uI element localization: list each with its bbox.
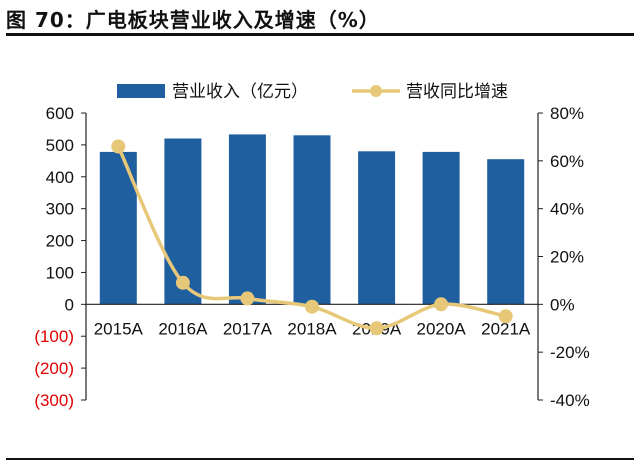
left-tick-label: 500 bbox=[46, 136, 74, 155]
right-tick-label: 60% bbox=[550, 152, 584, 171]
growth-point-2017A bbox=[240, 291, 255, 306]
x-tick-label: 2017A bbox=[223, 319, 273, 338]
right-tick-label: 80% bbox=[550, 104, 584, 123]
x-tick-label: 2021A bbox=[481, 319, 531, 338]
left-tick-label: (200) bbox=[34, 359, 74, 378]
left-tick-label: 200 bbox=[46, 232, 74, 251]
x-tick-label: 2015A bbox=[94, 319, 144, 338]
left-tick-label: (100) bbox=[34, 327, 74, 346]
legend-line-marker bbox=[370, 85, 382, 97]
growth-point-2016A bbox=[175, 275, 190, 290]
right-tick-label: -40% bbox=[550, 391, 590, 410]
growth-point-2015A bbox=[111, 139, 126, 154]
right-tick-label: 40% bbox=[550, 200, 584, 219]
growth-point-2019A bbox=[369, 321, 384, 336]
left-tick-label: 600 bbox=[46, 104, 74, 123]
growth-point-2021A bbox=[498, 309, 513, 324]
left-tick-label: 400 bbox=[46, 168, 74, 187]
axes: 600 500 400 300 200 100 0 (100) (200) (300) 80% 60%… bbox=[34, 104, 589, 410]
x-tick-label: 2020A bbox=[417, 319, 467, 338]
bar-2020A bbox=[422, 151, 460, 305]
bars bbox=[99, 134, 525, 305]
bar-2018A bbox=[293, 135, 331, 305]
right-tick-label: -20% bbox=[550, 343, 590, 362]
x-tick-label: 2016A bbox=[158, 319, 208, 338]
legend-bar-label: 营业收入（亿元） bbox=[172, 82, 308, 102]
legend-bar-swatch bbox=[117, 84, 165, 98]
title-rule bbox=[6, 33, 634, 36]
bar-2021A bbox=[487, 159, 525, 305]
growth-line bbox=[111, 139, 513, 336]
legend: 营业收入（亿元） 营收同比增速 bbox=[117, 82, 508, 102]
left-tick-label: 0 bbox=[65, 295, 74, 314]
x-axis-labels: 2015A2016A2017A2018A2019A2020A2021A bbox=[94, 319, 531, 338]
bar-2019A bbox=[358, 151, 396, 305]
x-tick-label: 2018A bbox=[287, 319, 337, 338]
left-tick-label: 300 bbox=[46, 200, 74, 219]
legend-line-label: 营收同比增速 bbox=[406, 82, 508, 102]
growth-point-2018A bbox=[305, 299, 319, 314]
left-tick-label: 100 bbox=[46, 263, 74, 282]
growth-point-2020A bbox=[434, 297, 449, 312]
left-tick-label: (300) bbox=[34, 391, 74, 410]
right-tick-label: 20% bbox=[550, 248, 584, 267]
bottom-rule bbox=[6, 458, 634, 460]
right-tick-label: 0% bbox=[550, 295, 575, 314]
bar-2017A bbox=[228, 134, 266, 305]
figure-title: 图 70：广电板块营业收入及增速（%） bbox=[6, 8, 380, 32]
